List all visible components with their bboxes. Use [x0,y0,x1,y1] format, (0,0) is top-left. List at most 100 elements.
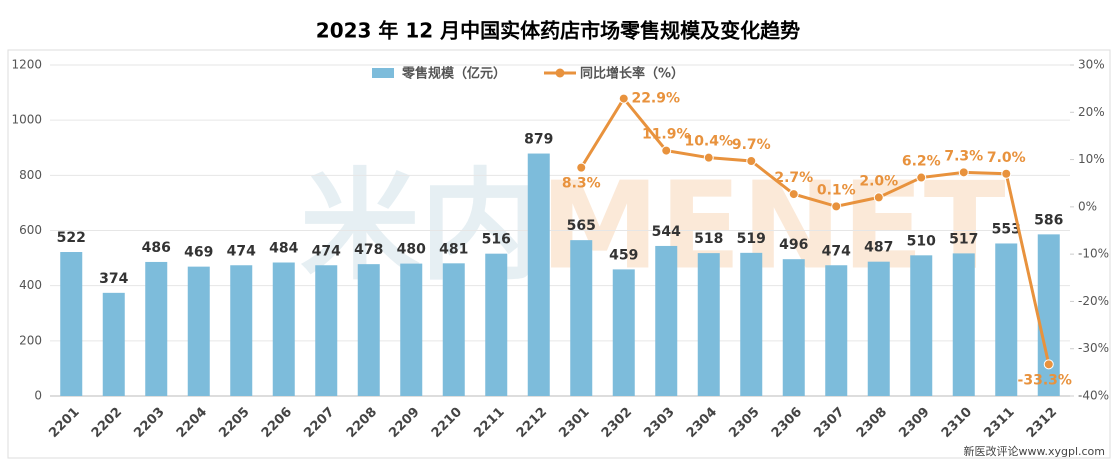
bar [357,264,380,396]
y2-tick-label: 10% [1078,152,1105,166]
bar [442,263,465,396]
x-tick-label: 2303 [641,405,677,441]
line-point [873,192,884,203]
y2-tick-label: -40% [1078,389,1109,403]
x-tick-label: 2209 [386,405,422,441]
bar-label: 459 [609,247,638,263]
legend-swatch [372,68,394,78]
x-tick-label: 2308 [854,405,890,441]
y2-tick-label: -10% [1078,247,1109,261]
bar-label: 565 [567,218,596,234]
bar [825,265,848,396]
line-label: 7.3% [944,148,983,164]
bar-label: 544 [652,224,681,240]
y-tick-label: 0 [34,389,42,403]
y-tick-label: 1200 [11,58,42,72]
x-tick-label: 2212 [514,405,550,441]
line-point [703,152,714,163]
x-tick-label: 2301 [556,405,592,441]
line-label: 10.4% [684,134,733,150]
x-tick-label: 2210 [429,405,465,441]
bar-label: 553 [992,221,1021,237]
bar-label: 474 [822,243,851,259]
frame [7,49,1111,459]
y-tick-label: 600 [19,223,42,237]
line-label: 11.9% [642,127,691,143]
bar [145,261,168,396]
bar-label: 374 [99,271,128,287]
bar-label: 474 [312,243,341,259]
bar-label: 469 [184,245,213,261]
chart-title: 2023 年 12 月中国实体药店市场零售规模及变化趋势 [316,19,800,43]
y-tick-label: 800 [19,168,42,182]
bar [782,259,805,396]
bar [867,261,890,396]
line-point [661,145,672,156]
line-point [916,172,927,183]
line-label: 6.2% [902,154,941,170]
y2-tick-label: -20% [1078,294,1109,308]
x-tick-label: 2306 [769,405,805,441]
bar [612,269,635,396]
line-label: 8.3% [562,176,601,192]
bar [995,243,1018,396]
line-point [1043,359,1054,370]
bar [910,255,933,396]
line-label: 0.1% [817,182,856,198]
line-label: 2.0% [859,173,898,189]
line-point [618,93,629,104]
x-tick-label: 2211 [471,405,507,441]
bar [485,253,508,396]
line-label: -33.3% [1018,372,1072,388]
bar-label: 478 [354,242,383,258]
bar [655,245,678,396]
line-point [576,162,587,173]
bar-label: 484 [269,240,298,256]
bar-label: 480 [397,242,426,258]
bar [230,265,253,396]
x-tick-label: 2311 [981,405,1017,441]
bar [740,252,763,396]
bar [527,153,550,396]
x-tick-label: 2307 [811,405,847,441]
bar [102,292,125,396]
line-label: 7.0% [987,150,1026,166]
bar [400,263,423,396]
bar [570,240,593,396]
y-tick-label: 1000 [11,113,42,127]
line-point [746,155,757,166]
bar [60,252,83,396]
x-tick-label: 2208 [344,405,380,441]
bar [187,266,210,396]
bar-label: 522 [57,230,86,246]
y2-tick-label: 0% [1078,199,1097,213]
x-tick-label: 2304 [684,405,720,441]
y-tick-label: 200 [19,333,42,347]
line-point [788,189,799,200]
bar-label: 586 [1034,212,1063,228]
bar-label: 516 [482,232,511,248]
x-tick-label: 2302 [599,405,635,441]
bar-label: 486 [142,240,171,256]
legend-label: 零售规模（亿元） [401,66,506,82]
bar-label: 517 [949,231,978,247]
x-tick-label: 2204 [174,405,210,441]
bar-label: 474 [227,243,256,259]
y2-tick-label: 20% [1078,105,1105,119]
line-point [1001,168,1012,179]
x-tick-label: 2305 [726,405,762,441]
x-tick-label: 2203 [131,405,167,441]
line-point [958,167,969,178]
x-tick-label: 2310 [939,405,975,441]
bar [1037,234,1060,396]
y2-tick-label: -30% [1078,341,1109,355]
y2-tick-label: 30% [1078,58,1105,72]
legend-swatch [555,68,565,78]
x-tick-label: 2205 [216,405,252,441]
bar [272,262,295,396]
bar-label: 518 [694,231,723,247]
x-tick-label: 2207 [301,405,337,441]
legend-label: 同比增长率（%） [580,66,684,82]
bar [952,253,975,396]
